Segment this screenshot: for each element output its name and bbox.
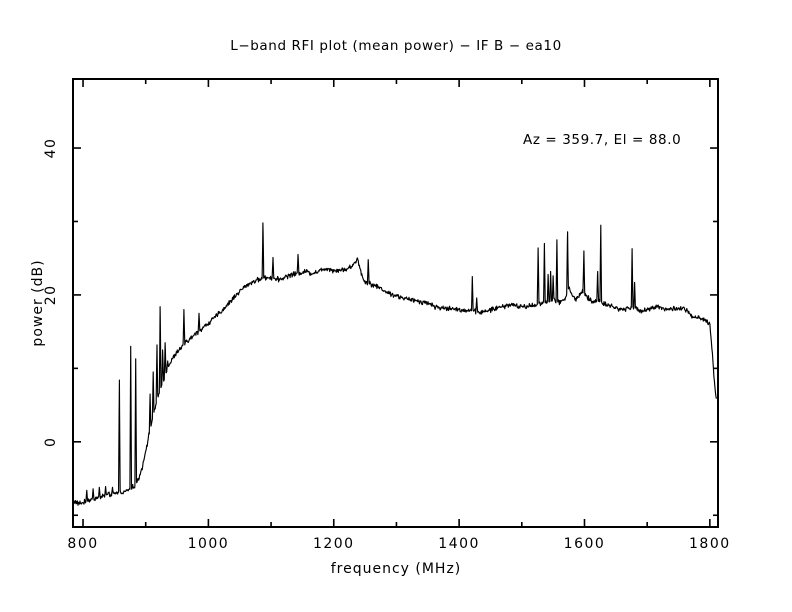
plot-title: L−band RFI plot (mean power) − IF B − ea…	[230, 38, 562, 54]
y-tick-label: 40	[43, 138, 59, 159]
x-tick-label: 1200	[313, 536, 355, 552]
x-tick-label: 1800	[689, 536, 731, 552]
y-axis-label: power (dB)	[30, 259, 46, 347]
x-tick-label: 1400	[438, 536, 480, 552]
x-tick-label: 800	[67, 536, 98, 552]
plot-border	[72, 78, 719, 528]
y-tick-label: 20	[43, 284, 59, 305]
x-tick-label: 1000	[188, 536, 230, 552]
x-axis-label: frequency (MHz)	[330, 561, 462, 577]
az-el-annotation: Az = 359.7, El = 88.0	[523, 132, 682, 148]
y-tick-label: 0	[43, 437, 59, 447]
x-tick-label: 1600	[564, 536, 606, 552]
spectrum-trace	[72, 222, 717, 506]
